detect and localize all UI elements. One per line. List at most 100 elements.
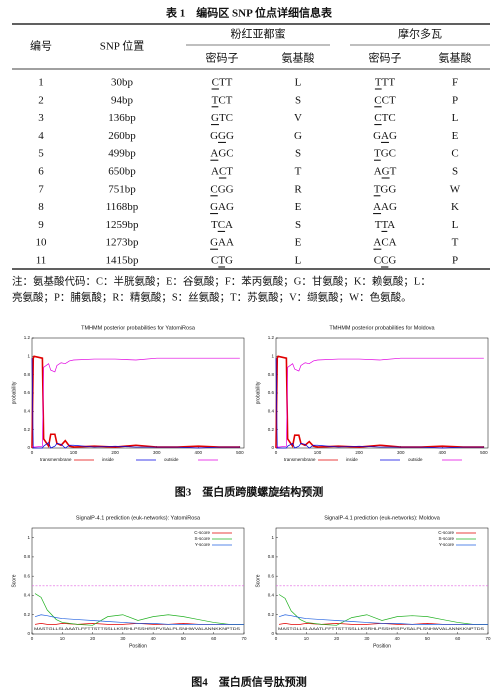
y-axis-label: probability xyxy=(11,381,17,404)
cell: C xyxy=(451,148,458,160)
cell: S xyxy=(295,94,301,106)
x-tick-label: 400 xyxy=(439,450,447,455)
codon: AAG xyxy=(373,201,397,213)
y-tick-label: 0.8 xyxy=(24,554,31,559)
legend-label: C-score xyxy=(194,530,210,535)
x-tick-label: 100 xyxy=(314,450,322,455)
x-tick-label: 50 xyxy=(181,636,187,641)
x-tick-label: 0 xyxy=(31,450,34,455)
y-axis-label: Score xyxy=(11,574,17,587)
y-tick-label: 1.2 xyxy=(24,335,31,340)
chart-title: TMHMM posterior probabilities for Moldov… xyxy=(329,325,435,331)
table-title: 表 1 编码区 SNP 位点详细信息表 xyxy=(165,6,333,20)
cell: 1273bp xyxy=(106,237,140,249)
codon: GAA xyxy=(210,237,234,249)
y-tick-label: 1 xyxy=(271,354,274,359)
y-tick-label: 1 xyxy=(27,354,30,359)
cell: 3 xyxy=(38,112,44,124)
x-tick-label: 10 xyxy=(60,636,66,641)
sub-header: 氨基酸 xyxy=(439,51,472,65)
plot-frame xyxy=(275,337,489,449)
codon: TCA xyxy=(211,219,233,231)
x-tick-label: 100 xyxy=(70,450,78,455)
y-tick-label: 0.2 xyxy=(268,427,275,432)
sub-header: 密码子 xyxy=(206,51,239,65)
legend-label: outside xyxy=(408,457,423,462)
legend-label: inside xyxy=(102,457,114,462)
figure-caption: 图4 蛋白质信号肽预测 xyxy=(191,675,307,689)
cell: F xyxy=(452,77,458,89)
cell: 9 xyxy=(38,219,44,231)
x-tick-label: 20 xyxy=(334,636,340,641)
x-tick-label: 70 xyxy=(485,636,491,641)
cell: 6 xyxy=(38,166,44,178)
x-tick-label: 0 xyxy=(275,636,278,641)
codon: CCT xyxy=(374,94,396,106)
group-header: 粉红亚都蜜 xyxy=(231,27,286,41)
cell: V xyxy=(294,112,302,124)
series-line xyxy=(31,355,240,449)
cell: 136bp xyxy=(108,112,136,124)
cell: 10 xyxy=(36,237,48,249)
cell: 8 xyxy=(38,201,44,213)
codon: CGG xyxy=(210,183,233,195)
y-tick-label: 0.4 xyxy=(268,593,275,598)
x-tick-label: 0 xyxy=(275,450,278,455)
sequence: MASTGLLSLAAATLFFTTSTTSSLLKSRHLPSSHRSPVSA… xyxy=(278,627,484,631)
y-tick-label: 0 xyxy=(27,631,30,636)
sub-header: 密码子 xyxy=(369,51,402,65)
plot-frame xyxy=(31,337,245,449)
cell: L xyxy=(452,219,459,231)
y-tick-label: 0.2 xyxy=(24,427,31,432)
x-tick-label: 300 xyxy=(153,450,161,455)
cell: S xyxy=(452,166,458,178)
cell: 5 xyxy=(38,148,44,160)
y-tick-label: 0.2 xyxy=(24,612,31,617)
x-tick-label: 40 xyxy=(395,636,401,641)
cell: R xyxy=(294,183,302,195)
y-axis-label: Score xyxy=(255,574,261,587)
y-tick-label: 0.8 xyxy=(24,372,31,377)
figure-caption: 图3 蛋白质跨膜螺旋结构预测 xyxy=(175,485,324,499)
column-header: SNP 位置 xyxy=(100,39,145,53)
y-tick-label: 0.8 xyxy=(268,554,275,559)
cell: 499bp xyxy=(108,148,136,160)
series-line xyxy=(32,357,240,448)
x-tick-label: 20 xyxy=(90,636,96,641)
cell: 4 xyxy=(38,130,44,142)
y-tick-label: 0.8 xyxy=(268,372,275,377)
legend-label: transmembrane xyxy=(40,457,72,462)
x-tick-label: 40 xyxy=(151,636,157,641)
legend-label: outside xyxy=(164,457,179,462)
cell: E xyxy=(295,237,302,249)
chart-title: SignalP-4.1 prediction (euk-networks): Y… xyxy=(76,515,201,521)
legend-label: C-score xyxy=(438,530,454,535)
cell: 650bp xyxy=(108,166,136,178)
y-tick-label: 0.6 xyxy=(268,390,275,395)
cell: G xyxy=(294,130,302,142)
chart-title: TMHMM posterior probabilities for Yatomi… xyxy=(81,325,196,331)
cell: 94bp xyxy=(111,94,134,106)
cell: P xyxy=(452,94,458,106)
cell: 1415bp xyxy=(106,255,140,267)
x-tick-label: 300 xyxy=(397,450,405,455)
series-line xyxy=(278,594,488,626)
x-tick-label: 500 xyxy=(480,450,488,455)
x-axis-label: Position xyxy=(373,643,391,649)
codon: TTA xyxy=(375,219,396,231)
codon: AGC xyxy=(210,148,233,160)
cell: P xyxy=(452,255,458,267)
y-tick-label: 0.4 xyxy=(24,593,31,598)
cell: 2 xyxy=(38,94,44,106)
codon: TTT xyxy=(375,77,395,89)
y-tick-label: 0.2 xyxy=(268,612,275,617)
codon: GAG xyxy=(210,201,234,213)
codon: ACA xyxy=(373,237,396,249)
series-line xyxy=(31,358,240,449)
cell: S xyxy=(295,148,301,160)
x-tick-label: 50 xyxy=(425,636,431,641)
x-tick-label: 200 xyxy=(355,450,363,455)
x-tick-label: 400 xyxy=(195,450,203,455)
codon: CCG xyxy=(374,255,397,267)
